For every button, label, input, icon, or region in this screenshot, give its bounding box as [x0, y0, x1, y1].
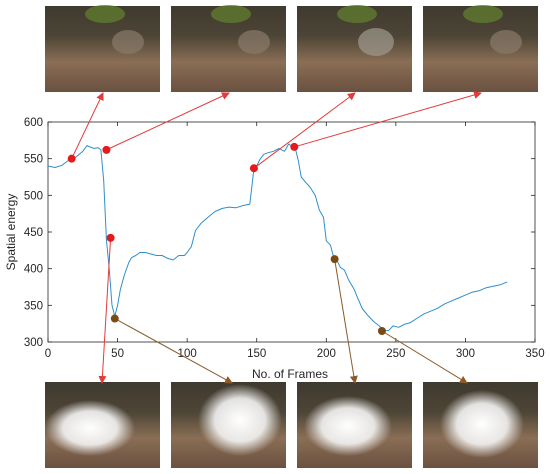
frame-marker	[102, 145, 111, 154]
thumbnail-top-3	[297, 5, 412, 92]
x-tick-label: 50	[111, 348, 124, 360]
y-tick-label: 550	[24, 154, 43, 166]
x-tick-label: 350	[525, 348, 544, 360]
x-tick-label: 300	[456, 348, 475, 360]
thumbnail-top-1	[45, 5, 160, 92]
frame-marker	[249, 164, 258, 173]
thumbnail-top-2	[171, 5, 286, 92]
annotation-arrow	[294, 91, 482, 148]
x-tick-label: 100	[178, 348, 197, 360]
annotation-arrow	[106, 92, 230, 151]
thumbnail-bottom-4	[423, 382, 538, 468]
frame-marker	[67, 154, 76, 163]
annotation-arrow	[253, 92, 356, 169]
x-tick-label: 150	[247, 348, 266, 360]
x-tick-label: 250	[386, 348, 405, 360]
arrow-layer	[71, 91, 482, 384]
y-tick-label: 400	[24, 264, 43, 276]
y-axis-label: Spatial energy	[4, 194, 18, 271]
annotation-arrow	[381, 330, 468, 384]
thumbnail-bottom-2	[171, 382, 286, 468]
frame-marker	[330, 255, 339, 264]
y-tick-label: 600	[24, 117, 43, 129]
plot-area	[47, 121, 536, 343]
frame-marker	[377, 327, 386, 335]
frame-marker	[290, 142, 299, 151]
x-axis-ticks: 0 50 100 150 200 250 300 350	[45, 122, 545, 360]
series-line	[47, 143, 508, 332]
thumbnail-top-4	[423, 5, 538, 92]
annotation-arrow	[334, 259, 358, 384]
annotation-arrow	[98, 237, 112, 384]
frame-marker	[110, 314, 119, 323]
annotation-arrow	[114, 318, 233, 384]
x-axis-label: No. of Frames	[252, 367, 328, 381]
x-tick-label: 200	[317, 348, 336, 360]
x-tick-label: 0	[45, 348, 51, 360]
frame-marker	[106, 233, 115, 242]
marker-layer	[67, 142, 386, 335]
annotation-arrow	[71, 92, 104, 159]
y-tick-label: 500	[24, 190, 43, 202]
y-axis-ticks: 300 350 400 450 500 550 600	[24, 117, 535, 349]
y-tick-label: 300	[24, 337, 43, 349]
thumbnail-bottom-3	[297, 382, 412, 468]
y-tick-label: 450	[24, 227, 43, 239]
thumbnail-bottom-1	[45, 382, 160, 468]
y-tick-label: 350	[24, 300, 43, 312]
series-layer	[47, 143, 508, 332]
